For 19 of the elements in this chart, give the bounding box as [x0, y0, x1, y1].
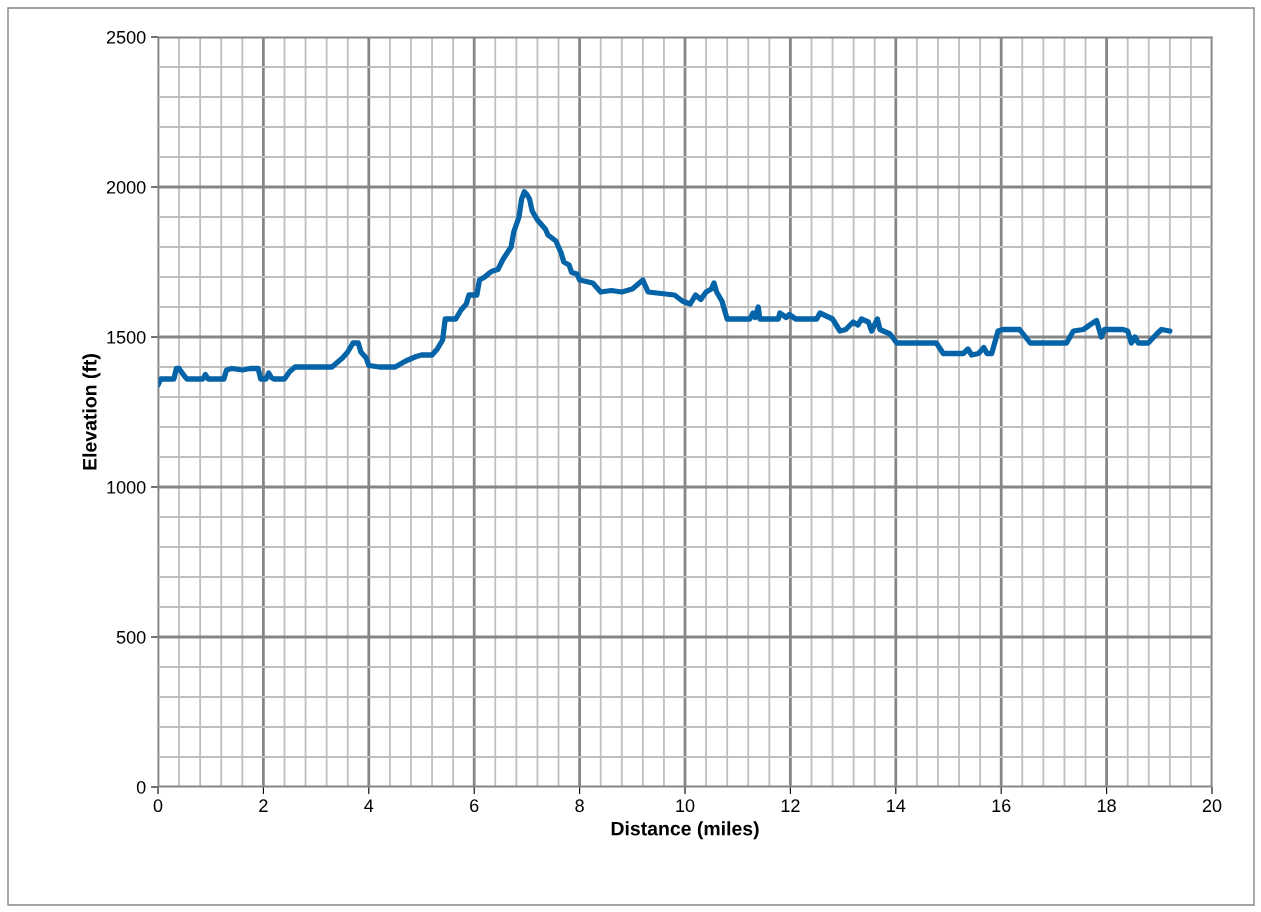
x-tick-label: 4 [364, 799, 374, 812]
x-tick-label: 2 [259, 799, 268, 812]
y-tick-label: 2500 [106, 30, 146, 44]
x-tick-label: 10 [676, 799, 695, 813]
y-tick-label: 500 [116, 630, 146, 644]
y-tick-label: 1000 [107, 480, 146, 494]
x-tick-label: 14 [887, 799, 906, 812]
x-tick-label: 8 [575, 799, 584, 813]
y-tick-label: 2000 [106, 180, 146, 194]
y-axis-title: Elevation (ft) [82, 354, 101, 470]
x-axis-title: Distance (miles) [611, 821, 759, 840]
x-tick-label: 6 [470, 799, 479, 813]
x-tick-label: 0 [153, 799, 163, 813]
y-tick-label: 0 [136, 780, 146, 794]
y-tick-label: 1500 [107, 330, 146, 344]
x-tick-label: 18 [1097, 799, 1116, 813]
x-tick-label: 12 [781, 799, 800, 812]
x-tick-label: 16 [992, 799, 1011, 813]
x-tick-label: 20 [1202, 799, 1222, 813]
